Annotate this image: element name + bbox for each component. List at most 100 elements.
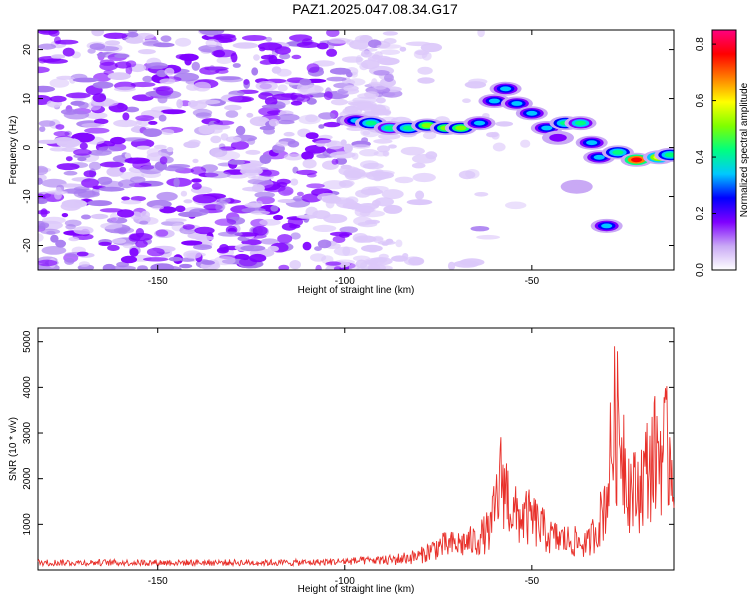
snr-x-tick-label: -50 bbox=[525, 576, 540, 587]
spectrogram-noise-cell bbox=[425, 151, 438, 160]
spectrogram-noise-cell bbox=[158, 114, 167, 122]
spectrogram-noise-cell bbox=[377, 145, 390, 153]
spectrogram-noise-cell bbox=[91, 30, 105, 37]
spectrogram-noise-cell bbox=[49, 147, 67, 152]
spectrogram-noise-cell bbox=[135, 119, 142, 126]
spectrogram-ridge-point bbox=[500, 86, 512, 92]
spectrogram-noise-cell bbox=[291, 94, 311, 103]
spectrogram-noise-cell bbox=[491, 131, 500, 140]
spectrogram-noise-cell bbox=[165, 218, 187, 223]
spectrogram-noise-cell bbox=[232, 42, 259, 49]
spectrogram-noise-cell bbox=[134, 32, 155, 40]
spectrogram-noise-cell bbox=[183, 199, 193, 204]
spectrogram-noise-cell bbox=[73, 148, 92, 156]
spectrogram-noise-cell bbox=[120, 255, 138, 264]
spectrogram-noise-cell bbox=[219, 35, 237, 43]
spectrogram-noise-cell bbox=[380, 49, 401, 55]
spectrogram-noise-cell bbox=[206, 127, 223, 134]
spectrogram-noise-cell bbox=[276, 68, 292, 77]
spectrogram-noise-cell bbox=[93, 118, 109, 125]
snr-series-line bbox=[37, 346, 675, 568]
spectrogram-noise-cell bbox=[470, 226, 490, 232]
spectrogram-noise-cell bbox=[116, 261, 129, 268]
spectrogram-noise-cell bbox=[143, 257, 169, 262]
spectrogram-noise-cell bbox=[110, 265, 136, 270]
spectrogram-noise-cell bbox=[118, 179, 136, 189]
spectrogram-noise-cell bbox=[113, 227, 135, 234]
spectrogram-noise-cell bbox=[102, 263, 116, 270]
spectrogram-noise-cell bbox=[360, 188, 383, 195]
spectrogram-noise-cell bbox=[352, 255, 371, 262]
spectrogram-noise-cell bbox=[190, 166, 207, 175]
spectrogram-noise-cell bbox=[73, 188, 96, 199]
snr-y-tick-label: 2000 bbox=[22, 467, 33, 490]
spectrogram-noise-cell bbox=[359, 62, 369, 71]
spectrogram-noise-cell bbox=[50, 234, 59, 243]
snr-y-tick-label: 4000 bbox=[22, 376, 33, 399]
spectrogram-noise-cell bbox=[81, 178, 99, 188]
spectrogram-noise-cell bbox=[331, 158, 339, 165]
spectrogram-noise-cell bbox=[39, 222, 46, 230]
spectrogram-noise-cell bbox=[103, 32, 128, 39]
spectrogram-noise-cell bbox=[225, 136, 242, 143]
spectrogram-noise-cell bbox=[339, 180, 353, 189]
spectrogram-noise-cell bbox=[193, 244, 212, 251]
spectrogram-noise-cell bbox=[192, 158, 199, 164]
spectrogram-ridge-point bbox=[664, 152, 674, 158]
spectrogram-noise-cell bbox=[181, 240, 203, 246]
spectrogram-ridge-point bbox=[384, 125, 396, 131]
spectrogram-noise-cell bbox=[126, 31, 139, 38]
spectrogram-noise-cell bbox=[199, 30, 225, 36]
snr-plot-area bbox=[37, 327, 675, 571]
spectrogram-noise-cell bbox=[255, 81, 278, 91]
spectrogram-noise-cell bbox=[349, 39, 370, 50]
colorbar-tick-label: 0.6 bbox=[695, 93, 706, 107]
spectrogram-noise-cell bbox=[312, 60, 335, 67]
spectrogram-noise-cell bbox=[361, 50, 372, 58]
spectrogram-noise-cell bbox=[159, 78, 176, 85]
spectrogram-noise-cell bbox=[148, 120, 158, 125]
spectrogram-noise-cell bbox=[139, 220, 149, 225]
spectrogram-noise-cell bbox=[38, 259, 58, 267]
spectrogram-noise-cell bbox=[219, 76, 243, 83]
spectrogram-ridge-point bbox=[473, 120, 486, 126]
spectrogram-noise-cell bbox=[38, 198, 48, 205]
spectrogram-noise-cell bbox=[38, 210, 50, 215]
spectrogram-noise-cell bbox=[465, 169, 480, 179]
spectrogram-noise-cell bbox=[274, 46, 291, 55]
spectrogram-noise-cell bbox=[232, 63, 241, 68]
spectrogram-noise-cell bbox=[356, 102, 378, 111]
spectrogram-noise-cell bbox=[314, 139, 338, 147]
spectrogram-noise-cell bbox=[260, 54, 274, 60]
spectrogram-noise-cell bbox=[90, 213, 109, 220]
spectrogram-noise-cell bbox=[252, 226, 268, 236]
spectrogram-noise-cell bbox=[279, 53, 291, 60]
spectrogram-noise-cell bbox=[180, 190, 188, 197]
spectrogram-noise-cell bbox=[195, 112, 212, 119]
spectrogram-noise-cell bbox=[182, 224, 195, 230]
snr-y-axis-label: SNR (10 * v/v) bbox=[8, 417, 19, 481]
spectrogram-ridge-point bbox=[552, 135, 564, 141]
spectrogram-x-tick-label: -150 bbox=[148, 276, 168, 287]
spectrogram-noise-cell bbox=[360, 160, 379, 169]
spectrogram-noise-cell bbox=[111, 238, 127, 244]
spectrogram-noise-cell bbox=[87, 200, 113, 207]
snr-x-tick-label: -150 bbox=[148, 576, 168, 587]
spectrogram-noise-cell bbox=[109, 212, 119, 222]
spectrogram-noise-cell bbox=[184, 57, 192, 66]
spectrogram-noise-cell bbox=[140, 210, 151, 219]
spectrogram-noise-cell bbox=[310, 253, 327, 262]
spectrogram-noise-cell bbox=[145, 62, 168, 70]
spectrogram-noise-cell bbox=[259, 59, 274, 65]
spectrogram-noise-cell bbox=[117, 209, 135, 218]
spectrogram-noise-cell bbox=[38, 120, 56, 127]
spectrogram-noise-cell bbox=[179, 263, 193, 269]
spectrogram-noise-cell bbox=[215, 202, 225, 212]
spectrogram-ridge-point bbox=[571, 184, 583, 190]
spectrogram-noise-cell bbox=[275, 141, 290, 147]
spectrogram-noise-cell bbox=[99, 208, 124, 213]
spectrogram-noise-cell bbox=[359, 35, 372, 42]
spectrogram-ridge-point bbox=[612, 150, 624, 155]
spectrogram-ridge-point bbox=[365, 120, 377, 126]
snr-x-axis-label: Height of straight line (km) bbox=[298, 584, 415, 595]
